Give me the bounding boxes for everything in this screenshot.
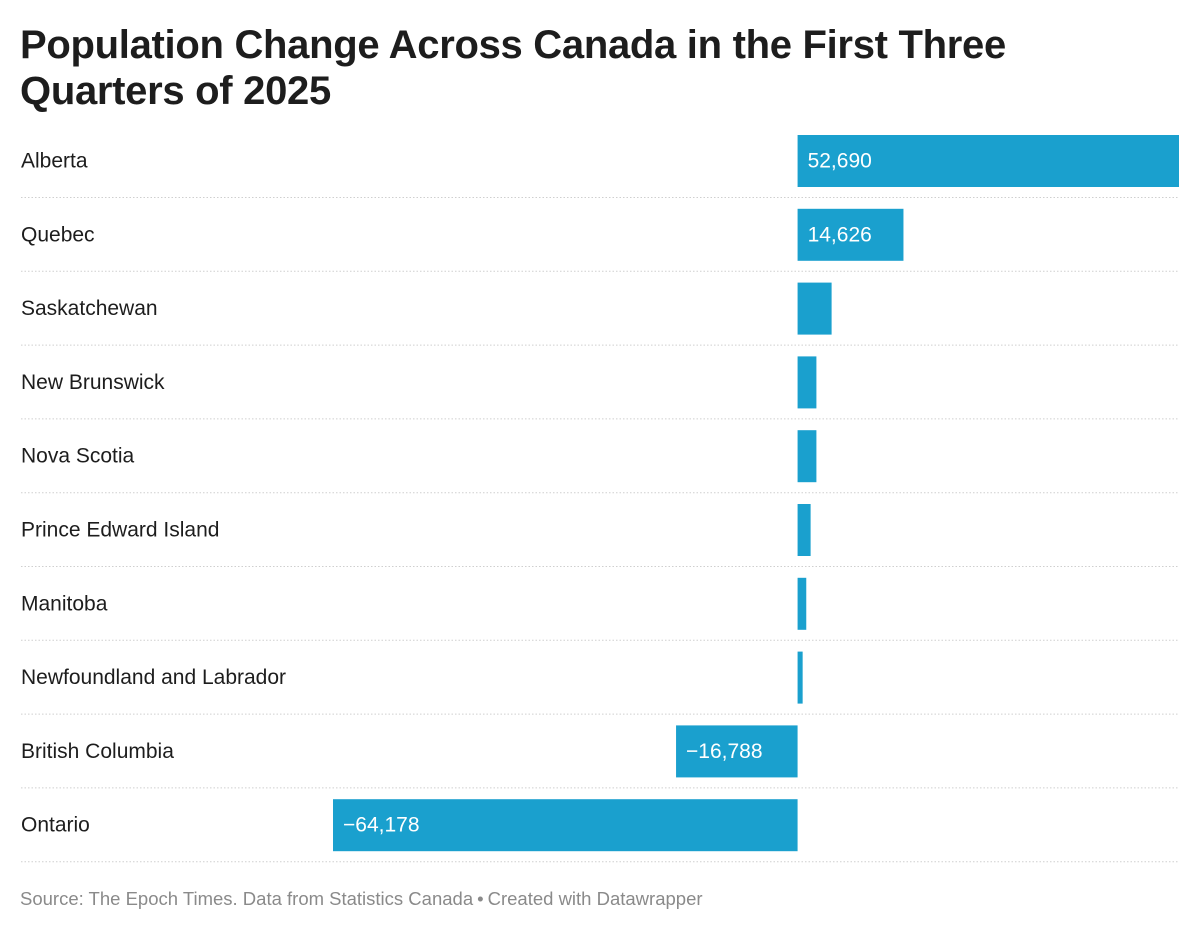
bar: [797, 282, 832, 335]
datawrapper-credit[interactable]: Created with Datawrapper: [487, 888, 703, 909]
bar-chart: Alberta 52,690 Quebec 14,626 Saskatchewan New…: [21, 135, 1179, 863]
bar-value-label: 52,690: [808, 150, 872, 173]
row-label: New Brunswick: [21, 371, 165, 394]
row-label: Newfoundland and Labrador: [21, 666, 286, 689]
bar-value-label: 14,626: [808, 223, 872, 246]
row-label: Prince Edward Island: [21, 519, 219, 542]
row-label: British Columbia: [21, 740, 174, 763]
bar-value-label: −64,178: [343, 814, 420, 837]
bar: [797, 651, 803, 704]
bar: [676, 725, 798, 778]
chart-footer: Source: The Epoch Times. Data from Stati…: [20, 888, 703, 910]
source-note: Source: The Epoch Times. Data from Stati…: [20, 888, 474, 909]
bar: [797, 356, 817, 409]
bar: [797, 430, 817, 483]
bar: [797, 504, 811, 556]
bar: [797, 208, 904, 261]
bar: [797, 577, 807, 630]
row-label: Nova Scotia: [21, 445, 135, 468]
row-label: Manitoba: [21, 592, 108, 615]
row-label: Quebec: [21, 223, 95, 246]
bar: [333, 799, 798, 852]
row-label: Ontario: [21, 814, 90, 837]
row-label: Alberta: [21, 150, 88, 173]
footer-separator: •: [477, 888, 484, 909]
bar: [797, 135, 1179, 187]
row-label: Saskatchewan: [21, 297, 158, 320]
chart-title: Population Change Across Canada in the F…: [20, 23, 1006, 113]
bar-value-label: −16,788: [686, 740, 763, 763]
